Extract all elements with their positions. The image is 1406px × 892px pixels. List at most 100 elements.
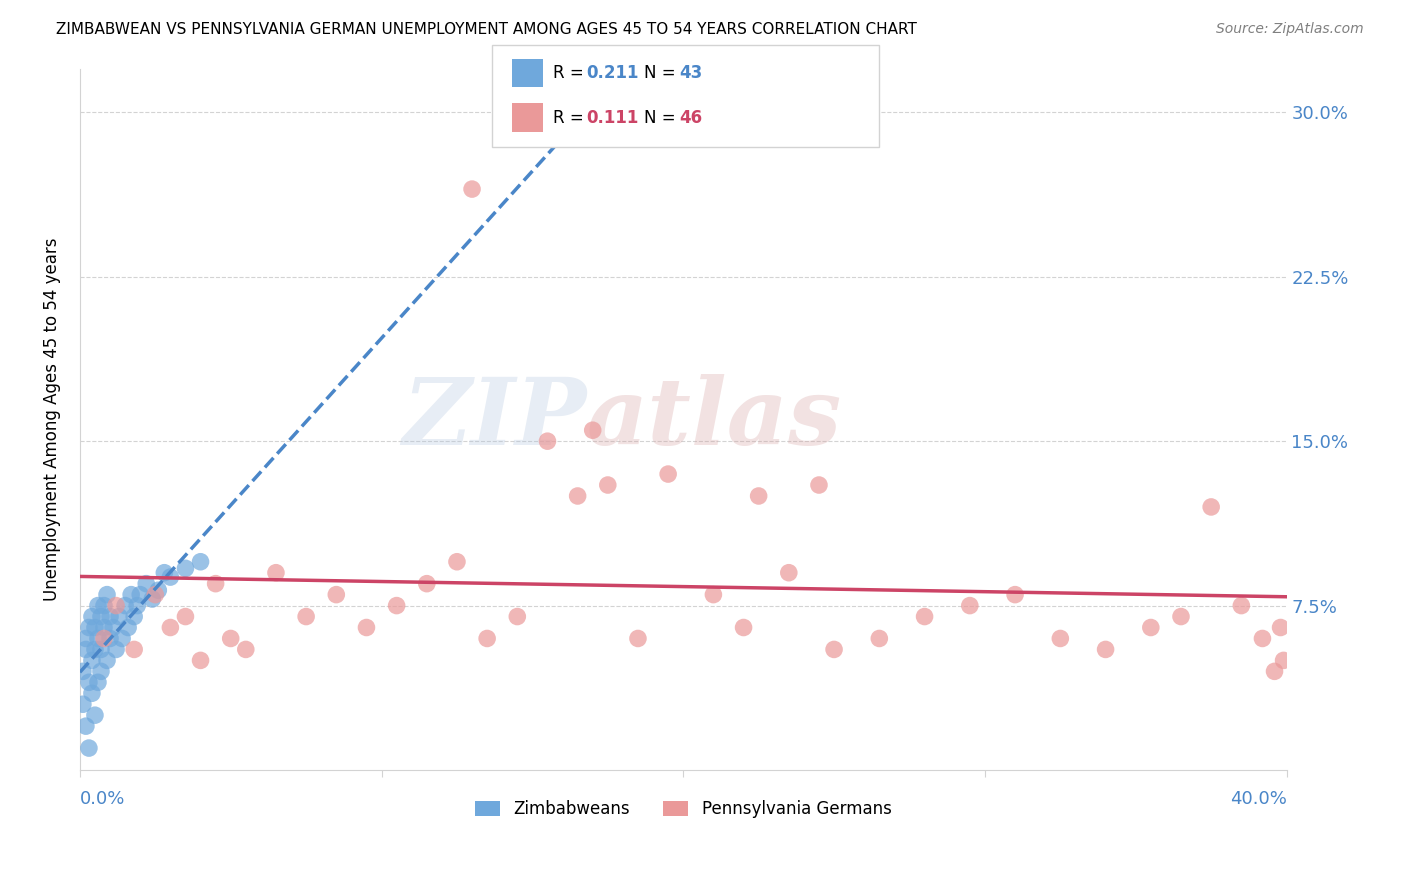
Point: [159, 570, 181, 584]
Point: [1094, 642, 1116, 657]
Point: [93, 632, 115, 646]
Text: Source: ZipAtlas.com: Source: ZipAtlas.com: [1216, 22, 1364, 37]
Point: [475, 632, 498, 646]
Point: [72, 665, 94, 679]
Point: [77, 741, 100, 756]
Point: [582, 423, 605, 437]
Point: [72, 698, 94, 712]
Point: [75, 719, 97, 733]
Point: [75, 632, 97, 646]
Point: [129, 588, 152, 602]
Point: [77, 620, 100, 634]
Point: [204, 576, 226, 591]
Text: atlas: atlas: [586, 375, 842, 464]
Point: [108, 609, 131, 624]
Point: [702, 588, 724, 602]
Text: 43: 43: [679, 64, 703, 82]
Point: [96, 588, 118, 602]
Y-axis label: Unemployment Among Ages 45 to 54 years: Unemployment Among Ages 45 to 54 years: [44, 237, 60, 601]
Text: R =: R =: [553, 64, 589, 82]
Point: [416, 576, 439, 591]
Text: 0.0%: 0.0%: [80, 789, 125, 807]
Point: [1004, 588, 1026, 602]
Point: [80, 653, 103, 667]
Point: [733, 620, 755, 634]
Point: [807, 478, 830, 492]
Point: [1199, 500, 1222, 514]
Point: [1251, 632, 1274, 646]
Point: [325, 588, 347, 602]
Point: [914, 609, 936, 624]
Point: [80, 686, 103, 700]
Point: [141, 592, 163, 607]
Point: [356, 620, 378, 634]
Point: [117, 620, 139, 634]
Point: [105, 642, 128, 657]
Point: [385, 599, 408, 613]
Point: [98, 609, 121, 624]
Point: [190, 653, 212, 667]
Point: [1272, 653, 1295, 667]
Point: [1230, 599, 1253, 613]
Point: [120, 588, 142, 602]
Point: [823, 642, 845, 657]
Point: [1263, 665, 1285, 679]
Point: [174, 561, 197, 575]
Text: ZIMBABWEAN VS PENNSYLVANIA GERMAN UNEMPLOYMENT AMONG AGES 45 TO 54 YEARS CORRELA: ZIMBABWEAN VS PENNSYLVANIA GERMAN UNEMPL…: [56, 22, 917, 37]
Point: [90, 609, 112, 624]
Point: [153, 566, 176, 580]
Point: [1049, 632, 1071, 646]
Point: [567, 489, 589, 503]
Point: [98, 632, 121, 646]
Point: [159, 620, 181, 634]
Point: [84, 642, 107, 657]
Point: [748, 489, 770, 503]
Point: [461, 182, 484, 196]
Point: [87, 632, 110, 646]
Point: [868, 632, 890, 646]
Point: [122, 609, 145, 624]
Point: [148, 583, 170, 598]
Point: [235, 642, 257, 657]
Point: [77, 675, 100, 690]
Point: [84, 620, 107, 634]
Point: [84, 708, 107, 723]
Point: [174, 609, 197, 624]
Point: [959, 599, 981, 613]
Point: [105, 599, 128, 613]
Point: [101, 620, 124, 634]
Point: [190, 555, 212, 569]
Text: R =: R =: [553, 109, 589, 127]
Point: [627, 632, 650, 646]
Text: N =: N =: [644, 109, 681, 127]
Legend: Zimbabweans, Pennsylvania Germans: Zimbabweans, Pennsylvania Germans: [468, 794, 898, 825]
Text: N =: N =: [644, 64, 681, 82]
Point: [1270, 620, 1292, 634]
Text: 46: 46: [679, 109, 702, 127]
Point: [80, 609, 103, 624]
Point: [127, 599, 149, 613]
Point: [87, 599, 110, 613]
Point: [295, 609, 318, 624]
Point: [122, 642, 145, 657]
Point: [114, 599, 136, 613]
Text: 0.111: 0.111: [586, 109, 638, 127]
Text: 40.0%: 40.0%: [1230, 789, 1286, 807]
Point: [143, 588, 166, 602]
Point: [219, 632, 242, 646]
Point: [446, 555, 468, 569]
Point: [1140, 620, 1163, 634]
Point: [96, 653, 118, 667]
Point: [93, 599, 115, 613]
Point: [93, 620, 115, 634]
Point: [596, 478, 619, 492]
Point: [1170, 609, 1192, 624]
Point: [75, 642, 97, 657]
Point: [506, 609, 529, 624]
Point: [90, 665, 112, 679]
Point: [111, 632, 134, 646]
Text: ZIP: ZIP: [402, 375, 586, 464]
Text: 0.211: 0.211: [586, 64, 638, 82]
Point: [87, 675, 110, 690]
Point: [90, 642, 112, 657]
